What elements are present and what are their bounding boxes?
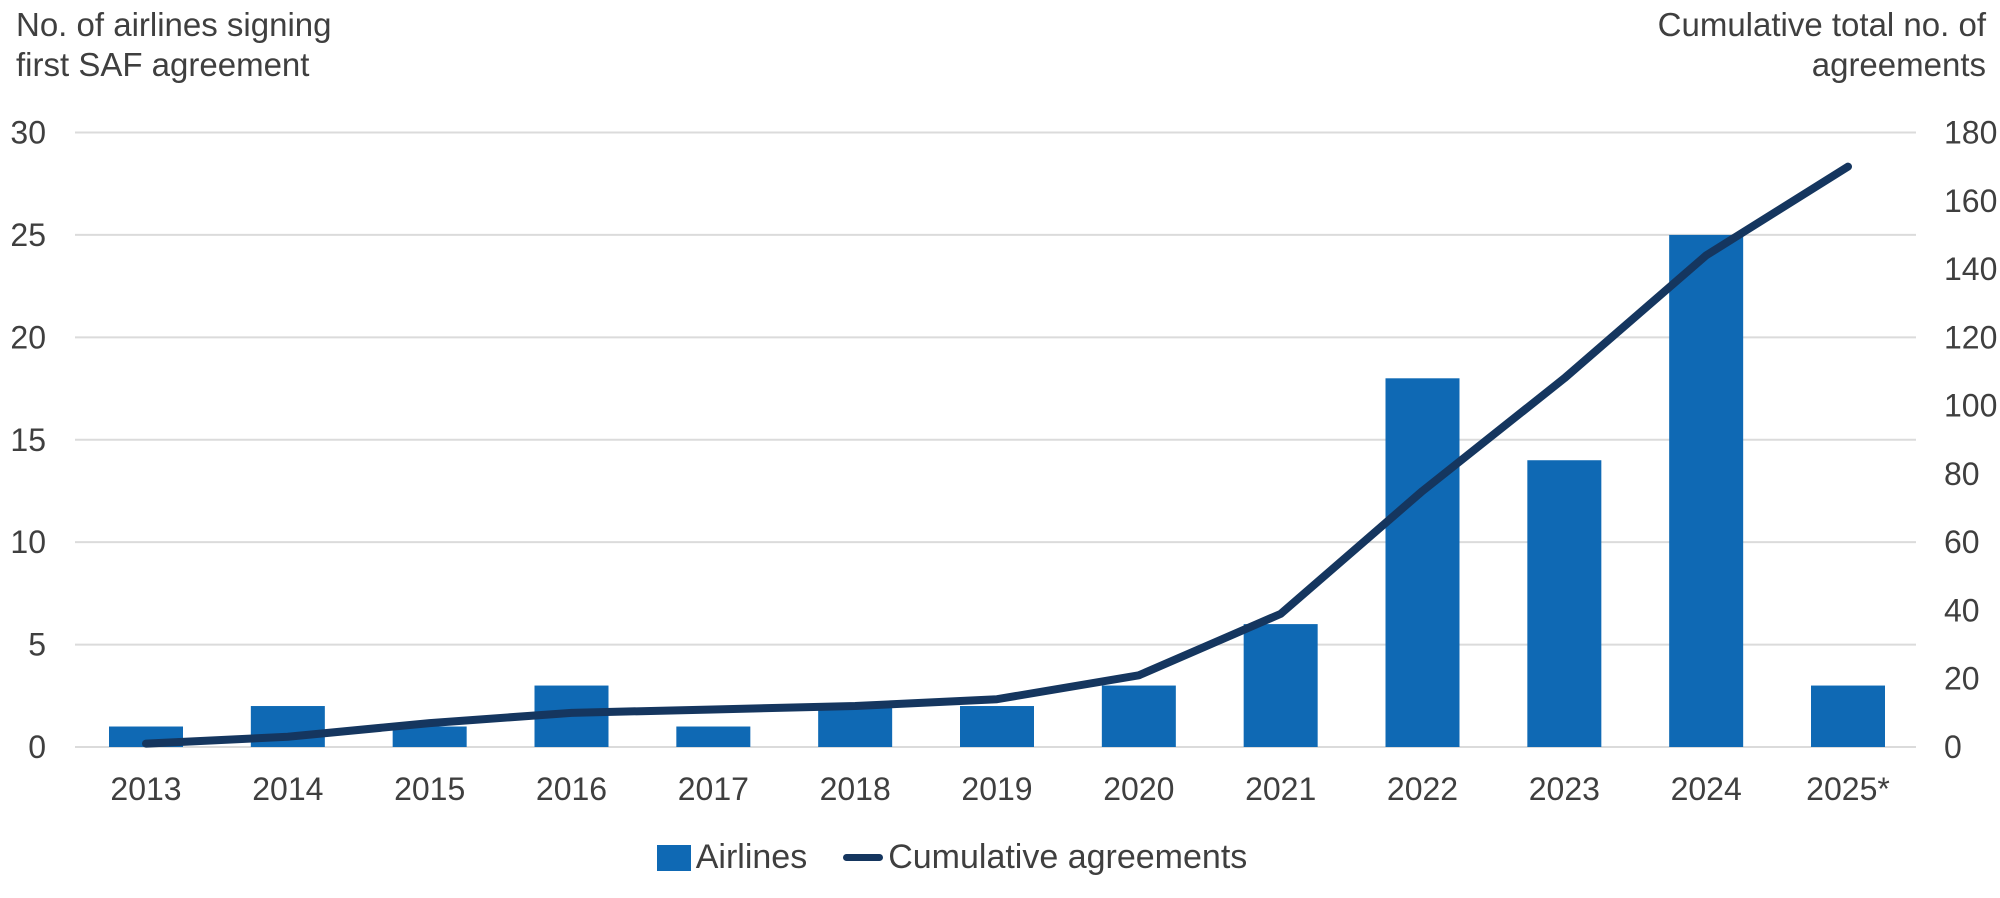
x-axis-label-2017: 2017 xyxy=(678,771,749,807)
right-axis-tick-140: 140 xyxy=(1944,251,1997,287)
bar-2019 xyxy=(959,706,1034,747)
cumulative-agreements-line xyxy=(142,162,1852,748)
left-axis-title-line1: No. of airlines signing xyxy=(16,6,332,43)
right-axis-tick-120: 120 xyxy=(1944,319,1997,355)
right-axis-tick-40: 40 xyxy=(1944,592,1980,628)
left-axis-tick-5: 5 xyxy=(28,627,46,663)
legend-item-airlines: Airlines xyxy=(656,838,808,877)
right-axis-tick-180: 180 xyxy=(1944,115,1997,151)
right-axis-title: Cumulative total no. of agreements xyxy=(1658,5,1986,85)
legend-item-cumulative: Cumulative agreements xyxy=(843,838,1247,877)
x-axis-label-2025*: 2025* xyxy=(1806,771,1890,807)
x-axis-label-2018: 2018 xyxy=(820,771,891,807)
bar-2021 xyxy=(1243,624,1318,747)
left-axis-tick-10: 10 xyxy=(10,524,46,560)
legend-line-swatch xyxy=(843,854,884,861)
right-axis-tick-160: 160 xyxy=(1944,183,1997,219)
right-axis-tick-80: 80 xyxy=(1944,456,1980,492)
bar-2022 xyxy=(1385,378,1460,747)
x-axis-label-2023: 2023 xyxy=(1529,771,1600,807)
left-axis-tick-30: 30 xyxy=(10,115,46,151)
x-axis-label-2022: 2022 xyxy=(1387,771,1458,807)
x-axis-label-2016: 2016 xyxy=(536,771,607,807)
legend-bar-swatch xyxy=(656,844,691,871)
right-axis-tick-0: 0 xyxy=(1944,729,1962,765)
bar-2024 xyxy=(1669,234,1744,747)
legend-bar-label: Airlines xyxy=(695,838,808,876)
legend: Airlines Cumulative agreements xyxy=(0,838,1952,877)
left-axis-tick-0: 0 xyxy=(28,729,46,765)
bar-2015 xyxy=(392,726,467,747)
left-axis-title-line2: first SAF agreement xyxy=(16,46,310,83)
left-axis-tick-20: 20 xyxy=(10,319,46,355)
x-axis-label-2013: 2013 xyxy=(110,771,181,807)
right-axis-tick-100: 100 xyxy=(1944,388,1997,424)
bar-2023 xyxy=(1527,460,1602,747)
left-axis-tick-15: 15 xyxy=(10,422,46,458)
right-axis-tick-20: 20 xyxy=(1944,661,1980,697)
x-axis-label-2019: 2019 xyxy=(961,771,1032,807)
bar-2020 xyxy=(1101,685,1176,747)
right-axis-tick-60: 60 xyxy=(1944,524,1980,560)
x-axis-label-2015: 2015 xyxy=(394,771,465,807)
bar-2018 xyxy=(818,706,893,747)
legend-line-label: Cumulative agreements xyxy=(888,838,1248,876)
x-axis-label-2024: 2024 xyxy=(1671,771,1742,807)
bar-2017 xyxy=(676,726,751,747)
x-axis-label-2020: 2020 xyxy=(1103,771,1174,807)
x-axis-label-2021: 2021 xyxy=(1245,771,1316,807)
bar-2025* xyxy=(1810,685,1885,747)
right-axis-title-line1: Cumulative total no. of xyxy=(1657,6,1986,43)
x-axis-label-2014: 2014 xyxy=(252,771,323,807)
right-axis-title-line2: agreements xyxy=(1811,46,1986,83)
left-axis-title: No. of airlines signing first SAF agreem… xyxy=(16,5,332,85)
left-axis-tick-25: 25 xyxy=(10,217,46,253)
